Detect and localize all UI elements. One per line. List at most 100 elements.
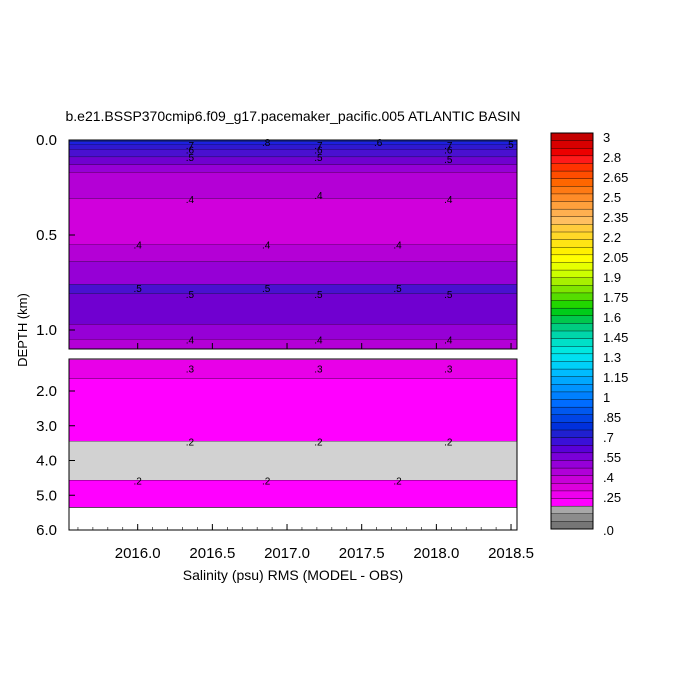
upper-layer-5	[69, 164, 517, 173]
xtick-label-1: 2016.5	[189, 545, 235, 562]
upper-contour-label-6: .5	[314, 153, 323, 164]
colorbar-swatch-40	[550, 437, 594, 446]
upper-contour-label-12: .4	[186, 195, 195, 206]
upper-layer-8	[69, 244, 517, 262]
colorbar-swatch-4	[550, 163, 594, 172]
colorbar-swatch-1	[550, 140, 594, 149]
lower-ytick-label-0: 2.0	[36, 383, 57, 400]
lower-layer-1	[69, 378, 517, 442]
lower-ytick-label-4: 6.0	[36, 522, 57, 539]
upper-contour-label-9: .6	[444, 146, 453, 157]
colorbar-label-12: 1.15	[603, 370, 628, 385]
colorbar-swatch-29	[550, 353, 594, 362]
colorbar-swatch-43	[550, 460, 594, 469]
colorbar-label-17: .4	[603, 470, 614, 485]
colorbar-label-1: 2.8	[603, 150, 621, 165]
colorbar-label-15: .7	[603, 430, 614, 445]
upper-contour-label-5: .6	[314, 146, 323, 157]
colorbar-label-18: .25	[603, 490, 621, 505]
upper-contour-label-23: .5	[444, 290, 453, 301]
x-axis-label: Salinity (psu) RMS (MODEL - OBS)	[183, 567, 403, 583]
colorbar-label-14: .85	[603, 410, 621, 425]
colorbar-label-8: 1.75	[603, 290, 628, 305]
colorbar-swatch-8	[550, 193, 594, 203]
colorbar-label-4: 2.35	[603, 210, 628, 225]
upper-layer-9	[69, 261, 517, 285]
upper-layer-12	[69, 324, 517, 340]
upper-contour-label-13: .4	[314, 191, 323, 202]
upper-panel: .7.6.5.8.7.6.5.6.7.6.5.5.4.4.4.4.4.4.5.5…	[36, 132, 518, 350]
colorbar-swatch-44	[550, 467, 594, 477]
lower-layer-0	[69, 359, 517, 379]
colorbar-swatch-41	[550, 445, 594, 454]
upper-layer-3	[69, 149, 517, 158]
colorbar-swatch-27	[550, 338, 594, 347]
lower-layer-3	[69, 480, 517, 508]
colorbar-label-16: .55	[603, 450, 621, 465]
lower-contour-label-7: .2	[262, 476, 271, 487]
lower-contour-label-3: .2	[186, 437, 195, 448]
xtick-label-5: 2018.5	[488, 545, 534, 562]
upper-contour-label-19: .5	[186, 290, 195, 301]
colorbar-swatch-46	[550, 483, 594, 492]
colorbar-swatch-50	[550, 513, 594, 522]
colorbar-swatch-3	[550, 155, 594, 164]
colorbar: 3 2.8 2.65 2.5 2.35 2.2 2.05 1.9 1.75 1.6 1.45 1.3 1…	[550, 130, 628, 538]
colorbar-swatch-25	[550, 323, 594, 332]
colorbar-label-3: 2.5	[603, 190, 621, 205]
upper-layer-7	[69, 198, 517, 245]
upper-layer-6	[69, 172, 517, 199]
colorbar-swatch-22	[550, 300, 594, 309]
upper-contour-label-18: .5	[134, 284, 143, 295]
colorbar-swatch-0	[550, 132, 594, 142]
lower-contour-label-8: .2	[393, 476, 402, 487]
colorbar-label-19: .0	[603, 523, 614, 538]
upper-contour-label-8: .7	[444, 141, 453, 152]
lower-ytick-label-1: 3.0	[36, 418, 57, 435]
colorbar-label-13: 1	[603, 390, 610, 405]
lower-ytick-label-2: 4.0	[36, 453, 57, 470]
colorbar-swatch-18	[550, 269, 594, 279]
colorbar-frame	[550, 132, 594, 530]
colorbar-swatch-19	[550, 277, 594, 286]
colorbar-swatch-47	[550, 490, 594, 500]
lower-layer-2	[69, 441, 517, 481]
colorbar-swatch-49	[550, 505, 594, 515]
colorbar-swatch-13	[550, 231, 594, 241]
upper-contour-label-7: .6	[374, 138, 383, 149]
colorbar-label-5: 2.2	[603, 230, 621, 245]
colorbar-label-11: 1.3	[603, 350, 621, 365]
chart-title: b.e21.BSSP370cmip6.f09_g17.pacemaker_pac…	[66, 108, 521, 124]
colorbar-label-2: 2.65	[603, 170, 628, 185]
lower-contour-label-5: .2	[444, 437, 453, 448]
colorbar-swatch-23	[550, 307, 594, 317]
lower-contour-label-4: .2	[314, 437, 323, 448]
colorbar-label-7: 1.9	[603, 270, 621, 285]
upper-contour-label-2: .5	[186, 153, 195, 164]
upper-contour-label-21: .5	[314, 290, 323, 301]
upper-contour-label-17: .4	[393, 241, 402, 252]
upper-layer-13	[69, 339, 517, 349]
upper-contour-label-14: .4	[444, 195, 453, 206]
xtick-label-3: 2017.5	[339, 545, 385, 562]
colorbar-swatch-51	[550, 521, 594, 530]
lower-panel: .3 .3 .3 .2 .2 .2 .2 .2 .2 2.0 3.0 4.0 5.0 6.0	[36, 358, 518, 539]
upper-contour-label-22: .5	[393, 284, 402, 295]
colorbar-swatch-9	[550, 201, 594, 210]
upper-layer-1	[69, 141, 517, 145]
colorbar-swatch-11	[550, 216, 594, 225]
upper-layer-4	[69, 157, 517, 165]
lower-ytick-label-3: 5.0	[36, 487, 57, 504]
upper-contour-label-25: .4	[314, 336, 323, 347]
lower-frame	[68, 358, 518, 531]
upper-contour-label-4: .7	[314, 141, 323, 152]
colorbar-swatch-24	[550, 315, 594, 324]
upper-layer-0	[69, 140, 517, 142]
upper-contour-label-10: .5	[444, 155, 453, 166]
upper-layer-11	[69, 293, 517, 325]
colorbar-swatch-15	[550, 247, 594, 256]
colorbar-swatch-14	[550, 239, 594, 248]
colorbar-swatch-34	[550, 391, 594, 401]
lower-contour-label-1: .3	[314, 364, 323, 375]
colorbar-swatch-5	[550, 170, 594, 180]
